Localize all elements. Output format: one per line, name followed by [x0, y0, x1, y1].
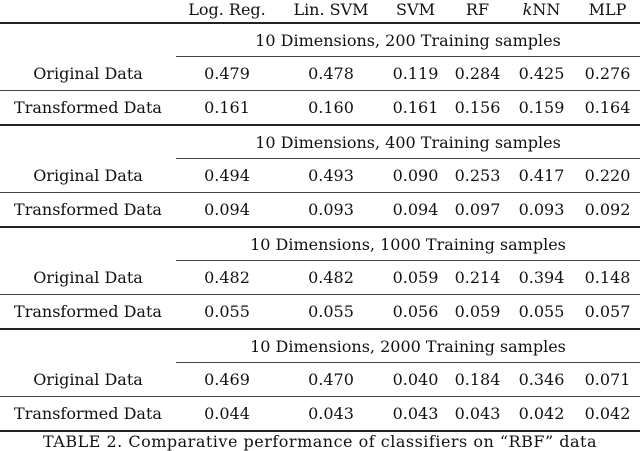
- value-cell: 0.482: [176, 260, 278, 295]
- value-cell: 0.159: [508, 90, 575, 126]
- row-label: Transformed Data: [0, 90, 176, 126]
- value-cell: 0.057: [575, 294, 640, 330]
- empty-cell: [0, 329, 176, 363]
- column-header: Log. Reg.: [176, 0, 278, 24]
- value-cell: 0.253: [447, 158, 508, 193]
- row-label: Original Data: [0, 260, 176, 295]
- section-title: 10 Dimensions, 400 Training samples: [176, 125, 640, 159]
- value-cell: 0.055: [508, 294, 575, 330]
- value-cell: 0.160: [278, 90, 384, 126]
- value-cell: 0.094: [176, 192, 278, 228]
- value-cell: 0.470: [278, 362, 384, 397]
- row-label: Transformed Data: [0, 192, 176, 228]
- value-cell: 0.161: [176, 90, 278, 126]
- header-row: Log. Reg. Lin. SVM SVM RF kNN MLP: [0, 0, 640, 24]
- section-title-row: 10 Dimensions, 2000 Training samples: [0, 329, 640, 363]
- value-cell: 0.119: [384, 56, 447, 91]
- table-row: Transformed Data 0.055 0.055 0.056 0.059 0.05…: [0, 294, 640, 330]
- column-header: kNN: [508, 0, 575, 24]
- value-cell: 0.493: [278, 158, 384, 193]
- value-cell: 0.043: [447, 396, 508, 432]
- value-cell: 0.494: [176, 158, 278, 193]
- empty-cell: [0, 23, 176, 57]
- value-cell: 0.043: [278, 396, 384, 432]
- section-title: 10 Dimensions, 200 Training samples: [176, 23, 640, 57]
- value-cell: 0.042: [575, 396, 640, 432]
- value-cell: 0.276: [575, 56, 640, 91]
- empty-cell: [0, 227, 176, 261]
- value-cell: 0.148: [575, 260, 640, 295]
- table-row: Original Data 0.494 0.493 0.090 0.253 0.417 0.…: [0, 158, 640, 193]
- value-cell: 0.093: [278, 192, 384, 228]
- value-cell: 0.044: [176, 396, 278, 432]
- value-cell: 0.164: [575, 90, 640, 126]
- value-cell: 0.094: [384, 192, 447, 228]
- value-cell: 0.469: [176, 362, 278, 397]
- table-row: Original Data 0.482 0.482 0.059 0.214 0.394 0.…: [0, 260, 640, 295]
- section-title-row: 10 Dimensions, 200 Training samples: [0, 23, 640, 57]
- value-cell: 0.040: [384, 362, 447, 397]
- value-cell: 0.097: [447, 192, 508, 228]
- value-cell: 0.042: [508, 396, 575, 432]
- table-row: Original Data 0.479 0.478 0.119 0.284 0.425 0.…: [0, 56, 640, 91]
- value-cell: 0.417: [508, 158, 575, 193]
- value-cell: 0.071: [575, 362, 640, 397]
- column-header: RF: [447, 0, 508, 24]
- value-cell: 0.059: [384, 260, 447, 295]
- value-cell: 0.220: [575, 158, 640, 193]
- value-cell: 0.214: [447, 260, 508, 295]
- section-title: 10 Dimensions, 1000 Training samples: [176, 227, 640, 261]
- value-cell: 0.479: [176, 56, 278, 91]
- value-cell: 0.184: [447, 362, 508, 397]
- column-header: SVM: [384, 0, 447, 24]
- table-row: Transformed Data 0.094 0.093 0.094 0.097 0.09…: [0, 192, 640, 228]
- value-cell: 0.059: [447, 294, 508, 330]
- section-title-row: 10 Dimensions, 1000 Training samples: [0, 227, 640, 261]
- row-label: Transformed Data: [0, 294, 176, 330]
- value-cell: 0.043: [384, 396, 447, 432]
- column-header: MLP: [575, 0, 640, 24]
- value-cell: 0.346: [508, 362, 575, 397]
- value-cell: 0.093: [508, 192, 575, 228]
- value-cell: 0.056: [384, 294, 447, 330]
- section-title: 10 Dimensions, 2000 Training samples: [176, 329, 640, 363]
- column-header: [0, 0, 176, 24]
- value-cell: 0.478: [278, 56, 384, 91]
- column-header: Lin. SVM: [278, 0, 384, 24]
- value-cell: 0.425: [508, 56, 575, 91]
- section-title-row: 10 Dimensions, 400 Training samples: [0, 125, 640, 159]
- row-label: Original Data: [0, 158, 176, 193]
- value-cell: 0.156: [447, 90, 508, 126]
- empty-cell: [0, 125, 176, 159]
- row-label: Transformed Data: [0, 396, 176, 432]
- value-cell: 0.092: [575, 192, 640, 228]
- table-row: Transformed Data 0.161 0.160 0.161 0.156 0.15…: [0, 90, 640, 126]
- value-cell: 0.055: [176, 294, 278, 330]
- row-label: Original Data: [0, 362, 176, 397]
- row-label: Original Data: [0, 56, 176, 91]
- results-table: Log. Reg. Lin. SVM SVM RF kNN MLP 10 Dimension…: [0, 0, 640, 432]
- value-cell: 0.284: [447, 56, 508, 91]
- value-cell: 0.394: [508, 260, 575, 295]
- value-cell: 0.090: [384, 158, 447, 193]
- table-row: Transformed Data 0.044 0.043 0.043 0.043 0.04…: [0, 396, 640, 432]
- value-cell: 0.161: [384, 90, 447, 126]
- table-row: Original Data 0.469 0.470 0.040 0.184 0.346 0.…: [0, 362, 640, 397]
- value-cell: 0.055: [278, 294, 384, 330]
- value-cell: 0.482: [278, 260, 384, 295]
